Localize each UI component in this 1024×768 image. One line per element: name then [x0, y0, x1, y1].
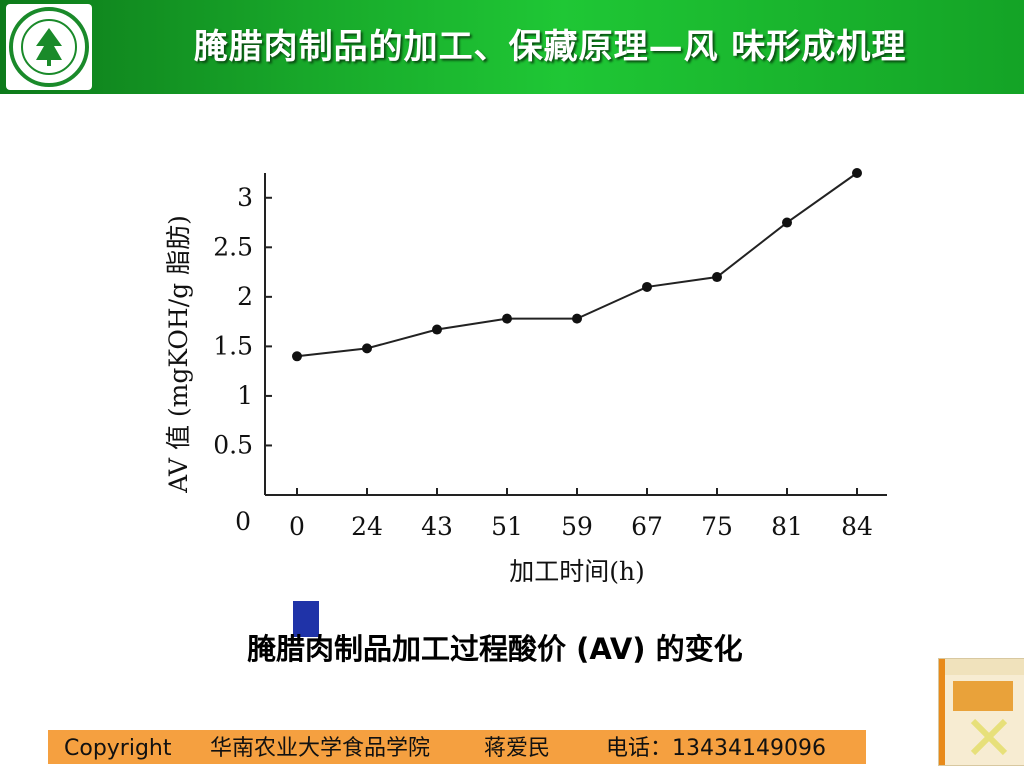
series-line	[296, 172, 858, 358]
y-ticks: 0.5 1 1.5 2 2.5 3	[213, 183, 272, 459]
data-point	[432, 324, 442, 335]
y-tick-label: 3	[237, 183, 253, 212]
x-axis-label: 加工时间(h)	[509, 557, 645, 586]
data-point	[502, 313, 512, 324]
chart-panel: 0.5 1 1.5 2 2.5 3 0 24 43 51 59 67 75 81 84 0 加工时间(h)…	[137, 165, 897, 593]
caption-accent-bar	[293, 601, 319, 637]
footer-institution: 华南农业大学食品学院	[210, 736, 431, 761]
footer-author: 蒋爱民	[484, 736, 551, 761]
x-tick-label: 67	[631, 512, 663, 541]
x-tick-label: 75	[701, 512, 733, 541]
av-line-chart: 0.5 1 1.5 2 2.5 3 0 24 43 51 59 67 75 81 84 0 加工时间(h)…	[164, 168, 887, 586]
data-point	[712, 272, 722, 283]
data-point	[572, 313, 582, 324]
university-emblem-icon	[9, 7, 89, 87]
y-tick-label: 1	[237, 381, 253, 410]
footer-copyright: Copyright	[64, 736, 172, 761]
x-tick-label: 59	[561, 512, 593, 541]
page-title: 腌腊肉制品的加工、保藏原理—风 味形成机理	[193, 27, 907, 67]
y-axis-label: AV 值 (mgKOH/g 脂肪)	[164, 215, 193, 494]
data-point	[852, 168, 862, 178]
data-point	[642, 281, 652, 292]
chart-caption: 腌腊肉制品加工过程酸价 (AV) 的变化	[247, 632, 743, 666]
data-point	[292, 351, 302, 362]
x-tick-label: 84	[841, 512, 873, 541]
y-tick-label: 2	[237, 282, 253, 311]
x-tick-label: 51	[491, 512, 523, 541]
data-point	[782, 217, 792, 228]
origin-label: 0	[235, 507, 251, 536]
footer-bar: Copyright 华南农业大学食品学院 蒋爱民 电话：13434149096	[48, 730, 866, 764]
data-point	[362, 343, 372, 354]
x-tick-label: 0	[289, 512, 305, 541]
university-logo	[6, 4, 92, 90]
y-tick-label: 1.5	[213, 331, 253, 360]
y-tick-label: 0.5	[213, 430, 253, 459]
slide-header: 腌腊肉制品的加工、保藏原理—风 味形成机理	[0, 0, 1024, 94]
x-ticks: 0 24 43 51 59 67 75 81 84	[289, 488, 873, 541]
footer-phone: 电话：13434149096	[606, 736, 826, 761]
x-tick-label: 81	[771, 512, 803, 541]
data-points	[292, 168, 862, 362]
x-tick-label: 43	[421, 512, 453, 541]
y-tick-label: 2.5	[213, 232, 253, 261]
book-cover-x-icon	[970, 718, 1008, 756]
book-cover-thumbnail	[938, 658, 1024, 766]
x-tick-label: 24	[351, 512, 383, 541]
